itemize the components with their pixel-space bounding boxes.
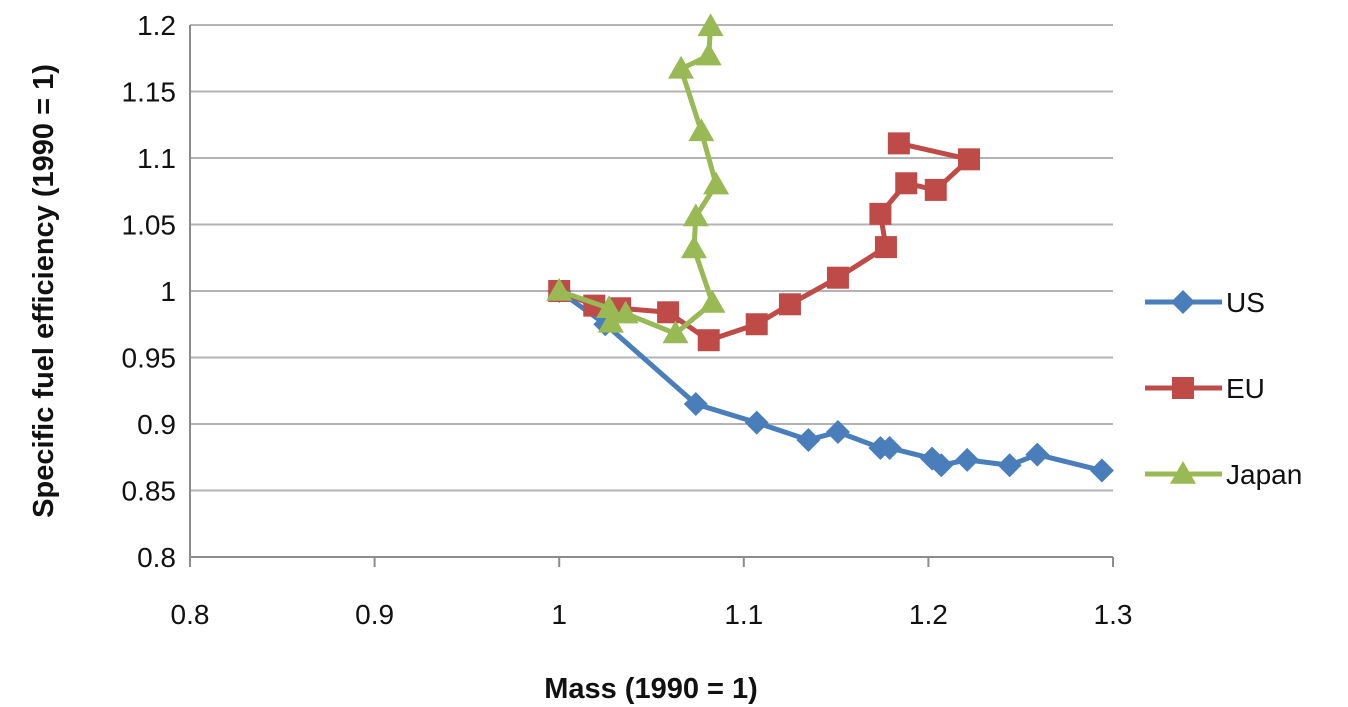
gridlines: [190, 24, 1113, 492]
data-point-japan: [597, 309, 624, 333]
y-tick-label: 1: [160, 276, 176, 307]
data-point-japan: [596, 295, 623, 319]
x-tick-label: 1.1: [724, 599, 763, 630]
series-line-japan: [556, 23, 719, 337]
data-point-us: [997, 453, 1022, 478]
data-point-us: [825, 419, 850, 444]
data-point-japan: [612, 300, 639, 324]
x-axis-title: Mass (1990 = 1): [544, 673, 758, 705]
x-tick-label: 0.9: [355, 599, 394, 630]
legend: US EU Japan: [1145, 287, 1302, 490]
y-tick-label: 0.85: [122, 476, 177, 507]
series-japan: [546, 13, 730, 344]
data-point-us: [955, 447, 980, 472]
data-point-eu: [826, 266, 849, 289]
data-point-japan: [688, 118, 715, 142]
data-point-us: [683, 392, 708, 417]
data-point-eu: [958, 148, 981, 171]
x-tick-label: 0.8: [171, 599, 210, 630]
legend-item-eu: EU: [1145, 373, 1265, 404]
data-point-eu: [869, 202, 892, 225]
axes: 0.8 0.85 0.9 0.95 1 1.05 1.1 1.15 1.2 0.8 0.9 1 1.1 1…: [122, 10, 1133, 630]
y-tick-label: 1.2: [137, 10, 176, 41]
data-point-japan: [699, 289, 726, 313]
legend-marker-japan: [1170, 461, 1196, 484]
data-point-us: [877, 435, 902, 460]
y-tick-label: 1.15: [122, 77, 177, 108]
y-tick-label: 0.95: [122, 343, 177, 374]
x-tick-label: 1: [551, 599, 567, 630]
data-point-japan: [703, 171, 730, 195]
data-point-eu: [887, 132, 910, 155]
legend-marker-eu: [1172, 377, 1194, 399]
data-point-japan: [680, 235, 707, 259]
data-point-japan: [546, 278, 573, 301]
legend-item-japan: Japan: [1145, 459, 1302, 490]
legend-label-japan: Japan: [1226, 459, 1302, 490]
data-point-eu: [697, 329, 720, 352]
data-point-japan: [697, 13, 724, 37]
legend-item-us: US: [1145, 287, 1265, 318]
data-point-us: [1089, 458, 1114, 483]
data-point-eu: [745, 313, 768, 336]
data-point-us: [929, 453, 954, 478]
series-layer: [546, 13, 1114, 483]
data-point-eu: [895, 172, 918, 195]
data-point-us: [796, 427, 821, 452]
y-axis-title: Specific fuel efficiency (1990 = 1): [28, 64, 60, 518]
data-point-eu: [874, 236, 897, 259]
data-point-japan: [682, 203, 709, 227]
x-tick-label: 1.3: [1094, 599, 1133, 630]
data-point-japan: [695, 42, 722, 66]
data-point-japan: [668, 55, 695, 79]
data-point-us: [744, 410, 769, 435]
legend-label-eu: EU: [1226, 373, 1265, 404]
data-point-eu: [924, 178, 947, 201]
data-point-japan: [662, 320, 689, 344]
x-tick-label: 1.2: [909, 599, 948, 630]
legend-label-us: US: [1226, 287, 1265, 318]
data-point-us: [1025, 442, 1050, 467]
legend-marker-us: [1171, 290, 1195, 314]
data-point-eu: [778, 293, 801, 316]
y-tick-label: 1.1: [137, 143, 176, 174]
data-point-eu: [657, 301, 680, 324]
y-tick-label: 1.05: [122, 210, 177, 241]
y-tick-label: 0.8: [137, 542, 176, 573]
y-tick-label: 0.9: [137, 409, 176, 440]
